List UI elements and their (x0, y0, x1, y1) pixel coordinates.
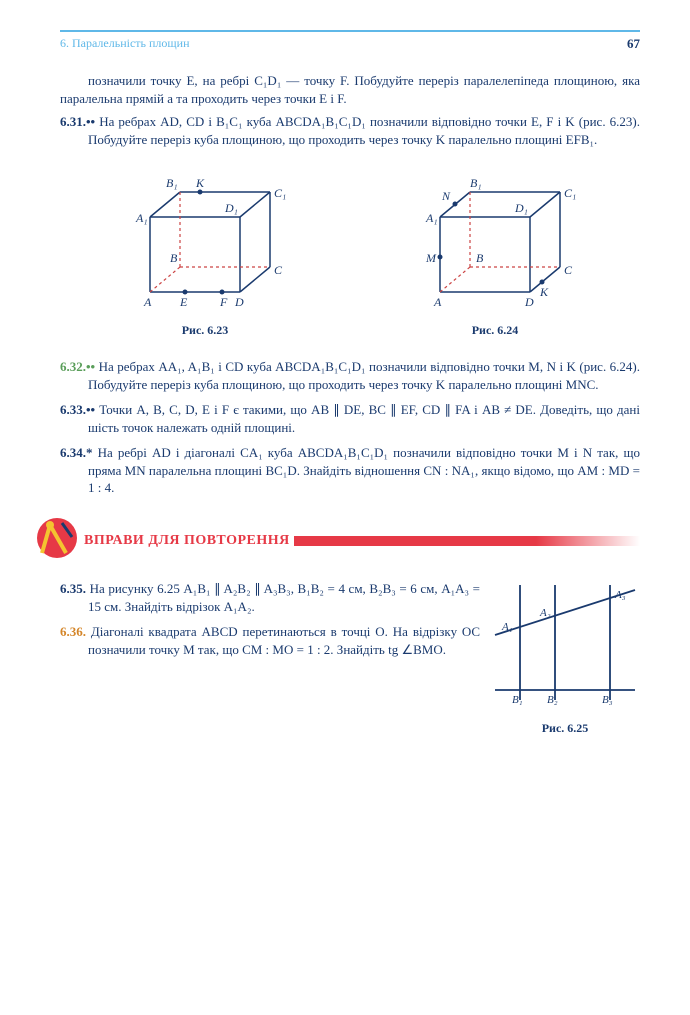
svg-text:B₂: B₂ (547, 694, 558, 706)
svg-text:B₁: B₁ (512, 694, 523, 706)
problem-number: 6.34.* (60, 445, 93, 460)
figure-6-23: A D C B A₁ B₁ C₁ D₁ E F K Рис. 6.23 (120, 162, 290, 338)
svg-text:A₁: A₁ (425, 211, 438, 225)
intro-paragraph: позначили точку E, на ребрі C₁D₁ — точку… (60, 72, 640, 107)
problem-6-35: 6.35. На рисунку 6.25 A₁B₁ ∥ A₂B₂ ∥ A₃B₃… (60, 580, 480, 615)
svg-text:D: D (524, 295, 534, 309)
svg-text:B₁: B₁ (470, 176, 482, 190)
problem-number: 6.33.•• (60, 402, 95, 417)
figure-6-24: A D C B A₁ B₁ C₁ D₁ M N K Рис. 6.24 (410, 162, 580, 338)
svg-text:D₁: D₁ (514, 201, 528, 215)
figure-caption: Рис. 6.25 (490, 721, 640, 736)
svg-text:A₃: A₃ (614, 589, 626, 601)
svg-text:C₁: C₁ (564, 186, 576, 200)
svg-text:A: A (433, 295, 442, 309)
header-rule (60, 30, 640, 32)
problem-6-32: 6.32.•• На ребрах AA₁, A₁B₁ і CD куба AB… (60, 358, 640, 393)
problem-6-36: 6.36. Діагоналі квадрата ABCD перетинают… (60, 623, 480, 658)
page-number: 67 (627, 36, 640, 52)
svg-text:B₁: B₁ (166, 176, 178, 190)
svg-text:C: C (564, 263, 573, 277)
exercise-banner: ВПРАВИ ДЛЯ ПОВТОРЕННЯ (32, 515, 640, 566)
figure-caption: Рис. 6.24 (410, 323, 580, 338)
svg-text:B: B (170, 251, 178, 265)
chapter-title: 6. Паралельність площин (60, 36, 190, 52)
svg-text:E: E (179, 295, 188, 309)
problem-text: На ребрах AD, CD і B₁C₁ куба ABCDA₁B₁C₁D… (88, 114, 640, 147)
cube-diagram-623: A D C B A₁ B₁ C₁ D₁ E F K (120, 162, 290, 312)
svg-text:N: N (441, 189, 451, 203)
parallel-lines-diagram: A₁ A₂ A₃ B₁ B₂ B₃ (490, 580, 640, 710)
figure-caption: Рис. 6.23 (120, 323, 290, 338)
problem-6-33: 6.33.•• Точки A, B, C, D, E і F є такими… (60, 401, 640, 436)
svg-text:B: B (476, 251, 484, 265)
page-header: 6. Паралельність площин 67 (60, 36, 640, 52)
problem-number: 6.31.•• (60, 114, 95, 129)
svg-text:M: M (425, 251, 437, 265)
problem-number: 6.35. (60, 581, 86, 596)
exercise-bar (294, 536, 640, 546)
problem-6-31: 6.31.•• На ребрах AD, CD і B₁C₁ куба ABC… (60, 113, 640, 148)
problem-text: Точки A, B, C, D, E і F є такими, що AB … (88, 402, 640, 435)
problem-number: 6.36. (60, 624, 86, 639)
bottom-row: 6.35. На рисунку 6.25 A₁B₁ ∥ A₂B₂ ∥ A₃B₃… (60, 580, 640, 736)
svg-text:A₂: A₂ (539, 607, 551, 619)
svg-text:F: F (219, 295, 228, 309)
svg-text:C: C (274, 263, 283, 277)
problem-text: На ребрі AD і діагоналі CA₁ куба ABCDA₁B… (88, 445, 640, 495)
compass-icon (32, 515, 82, 566)
svg-text:D₁: D₁ (224, 201, 238, 215)
svg-text:D: D (234, 295, 244, 309)
svg-text:A₁: A₁ (501, 621, 513, 633)
svg-text:A₁: A₁ (135, 211, 148, 225)
svg-text:K: K (195, 176, 205, 190)
svg-text:C₁: C₁ (274, 186, 286, 200)
svg-text:K: K (539, 285, 549, 299)
exercise-title: ВПРАВИ ДЛЯ ПОВТОРЕННЯ (84, 533, 290, 549)
problem-6-34: 6.34.* На ребрі AD і діагоналі CA₁ куба … (60, 444, 640, 497)
problem-text: На рисунку 6.25 A₁B₁ ∥ A₂B₂ ∥ A₃B₃, B₁B₂… (86, 581, 480, 614)
svg-text:A: A (143, 295, 152, 309)
problem-text: На ребрах AA₁, A₁B₁ і CD куба ABCDA₁B₁C₁… (88, 359, 640, 392)
svg-text:B₃: B₃ (602, 694, 613, 706)
cube-diagram-624: A D C B A₁ B₁ C₁ D₁ M N K (410, 162, 580, 312)
problem-number: 6.32.•• (60, 359, 95, 374)
figure-row: A D C B A₁ B₁ C₁ D₁ E F K Рис. 6.23 (60, 162, 640, 338)
figure-6-25: A₁ A₂ A₃ B₁ B₂ B₃ Рис. 6.25 (490, 580, 640, 736)
problem-text: Діагоналі квадрата ABCD перетинаються в … (86, 624, 480, 657)
